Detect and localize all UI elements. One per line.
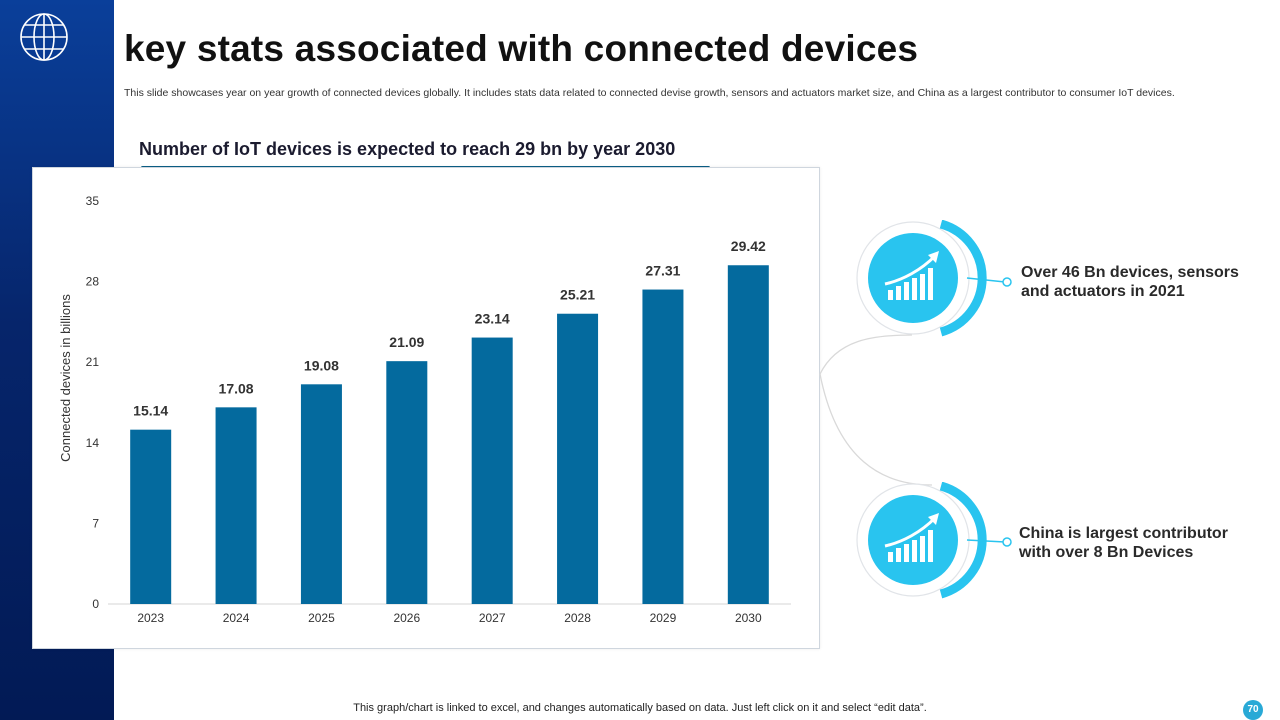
bar-2028[interactable] (557, 313, 599, 604)
chart-title: Number of IoT devices is expected to rea… (139, 139, 676, 159)
chart-panel[interactable]: Connected devices in billions 0 7 14 21 28 35… (32, 167, 820, 649)
slide-description: This slide showcases year on year growth… (124, 87, 1175, 99)
x-tick-label: 2025 (308, 611, 335, 625)
stat-text-1: Over 46 Bn devices, sensors and actuator… (1021, 264, 1239, 300)
y-tick-label: 14 (86, 436, 100, 450)
bar-value-label: 17.08 (219, 380, 254, 396)
bar-2024[interactable] (215, 407, 257, 604)
bar-2030[interactable] (727, 265, 769, 604)
x-tick-label: 2027 (479, 611, 506, 625)
bar-value-label: 27.31 (645, 263, 680, 279)
bar-value-label: 15.14 (133, 403, 168, 419)
footer-note: This graph/chart is linked to excel, and… (353, 702, 927, 714)
growth-chart-icon (856, 482, 1012, 599)
y-tick-label: 28 (86, 275, 100, 289)
bar-2026[interactable] (386, 361, 428, 604)
bar-value-label: 21.09 (389, 334, 424, 350)
y-tick-label: 35 (86, 194, 100, 208)
globe-icon (20, 13, 68, 61)
connector-lines (819, 334, 933, 486)
x-tick-label: 2026 (393, 611, 420, 625)
x-tick-label: 2023 (137, 611, 164, 625)
y-axis-label: Connected devices in billions (58, 294, 73, 462)
stat-text-2: China is largest contributor with over 8… (1019, 525, 1228, 561)
bar-value-label: 25.21 (560, 287, 595, 303)
x-tick-label: 2028 (564, 611, 591, 625)
page-title: key stats associated with connected devi… (124, 28, 919, 69)
page-number-badge: 70 (1243, 700, 1263, 720)
bar-2025[interactable] (300, 384, 342, 604)
bar-value-label: 23.14 (475, 311, 510, 327)
y-tick-label: 21 (86, 355, 100, 369)
y-tick-label: 0 (92, 597, 99, 611)
x-tick-label: 2024 (223, 611, 250, 625)
bar-chart[interactable]: Connected devices in billions 0 7 14 21 28 35… (33, 168, 821, 650)
x-tick-label: 2029 (650, 611, 677, 625)
growth-chart-icon (856, 220, 1012, 337)
y-tick-label: 7 (92, 516, 99, 530)
x-tick-label: 2030 (735, 611, 762, 625)
bar-2023[interactable] (130, 429, 172, 604)
bar-2027[interactable] (471, 337, 513, 604)
bar-value-label: 29.42 (731, 238, 766, 254)
bar-value-label: 19.08 (304, 357, 339, 373)
bar-2029[interactable] (642, 289, 684, 604)
